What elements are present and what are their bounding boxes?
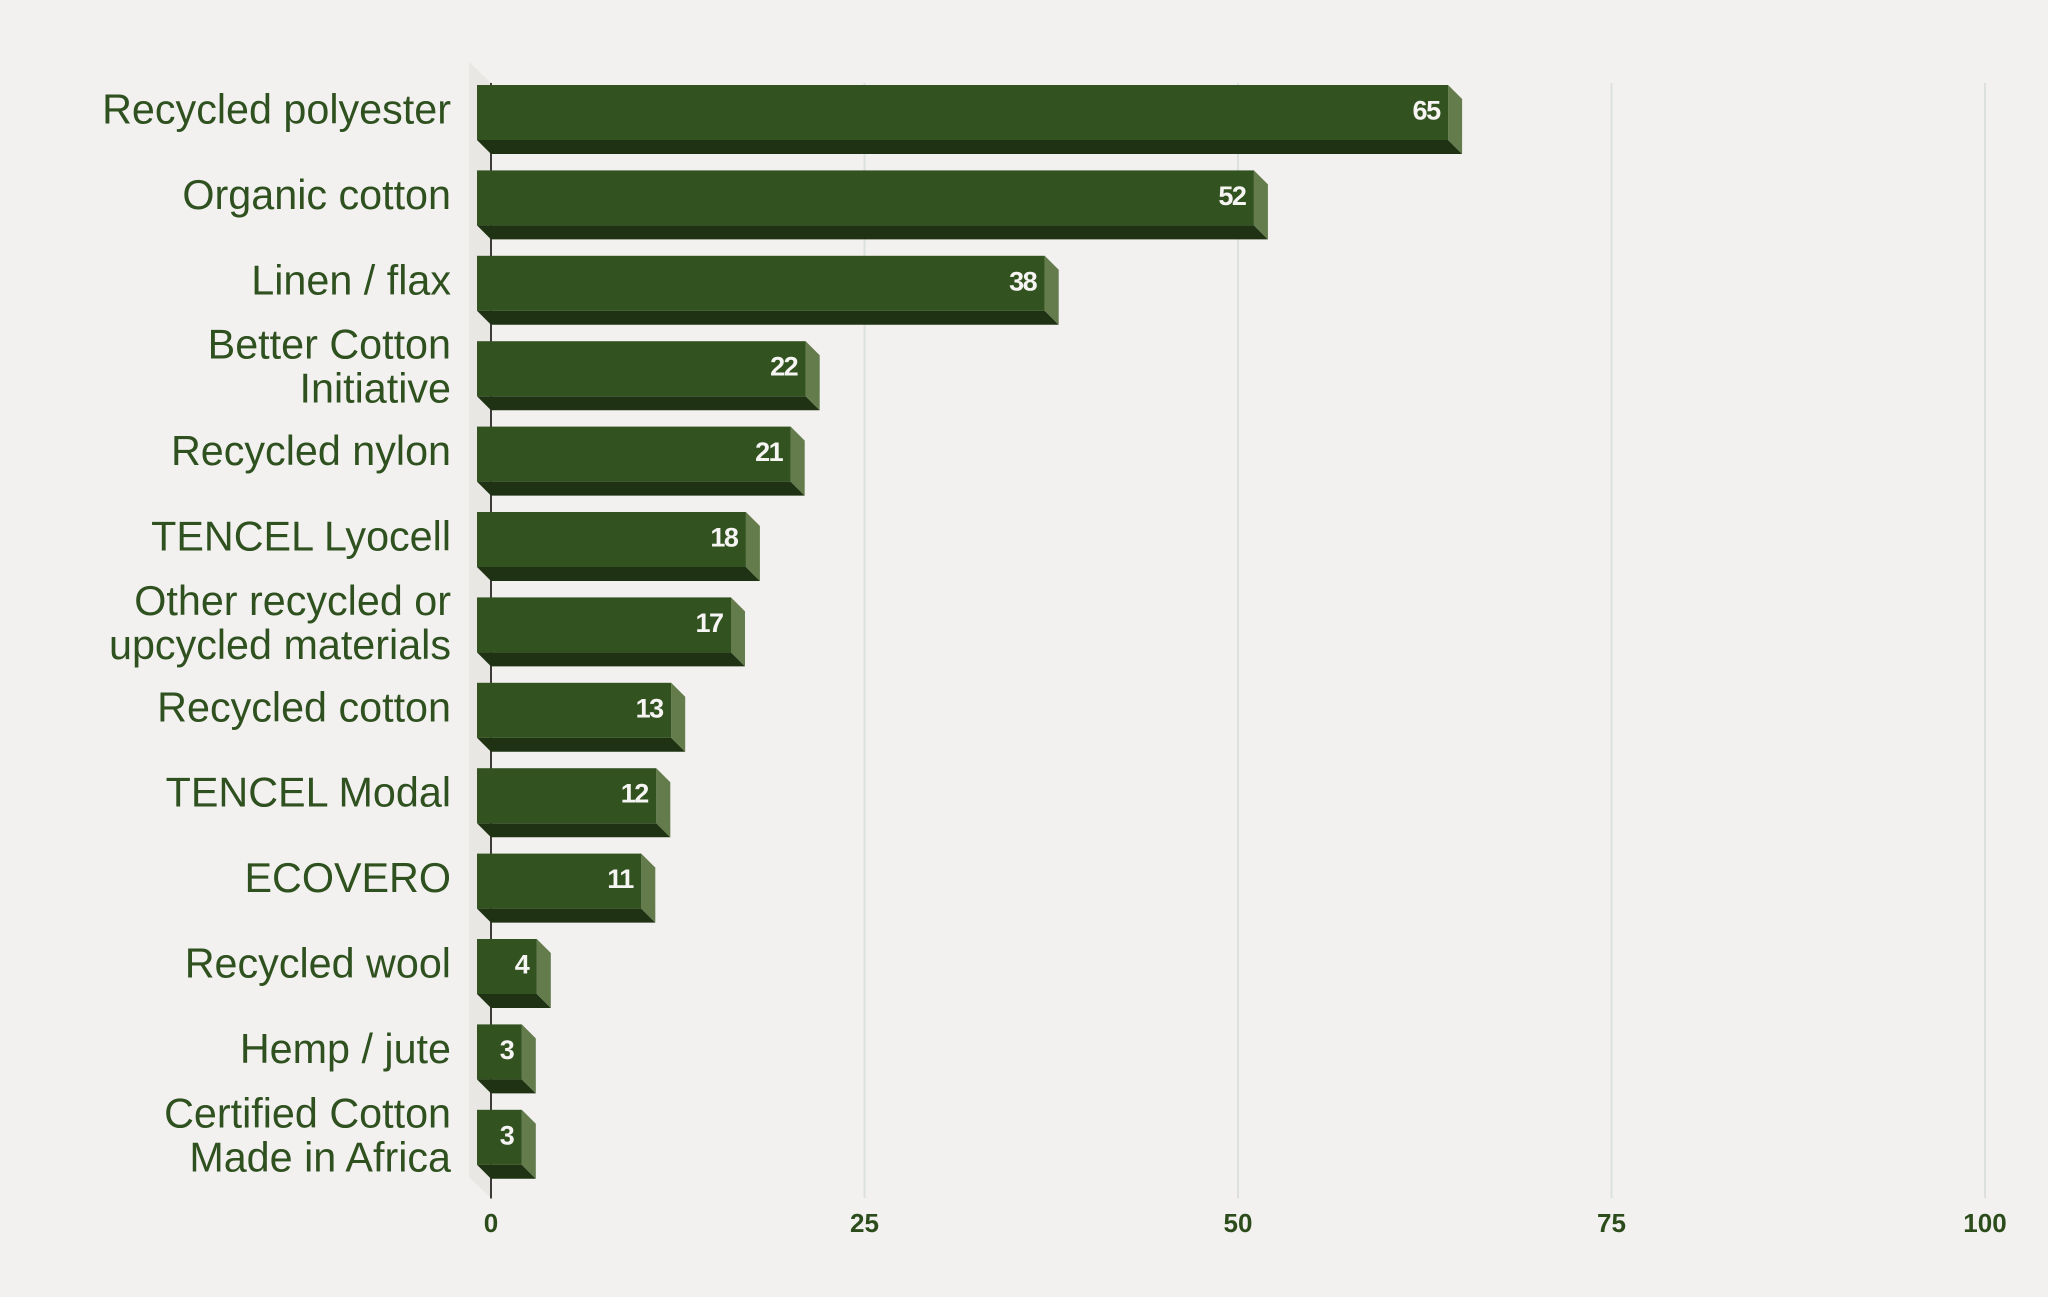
svg-text:Recycled wool: Recycled wool [185,941,451,987]
svg-text:Recycled nylon: Recycled nylon [171,428,451,474]
svg-text:12: 12 [621,779,649,809]
svg-text:Hemp / jute: Hemp / jute [240,1026,451,1072]
svg-text:3: 3 [500,1035,515,1065]
svg-text:Made in Africa: Made in Africa [189,1134,451,1180]
svg-text:18: 18 [710,523,739,553]
svg-text:Organic cotton: Organic cotton [182,172,451,218]
svg-text:3: 3 [500,1120,515,1150]
svg-text:11: 11 [607,864,634,894]
svg-text:Recycled cotton: Recycled cotton [157,684,451,730]
svg-text:75: 75 [1597,1208,1626,1238]
svg-text:22: 22 [770,352,798,382]
svg-text:21: 21 [755,437,784,467]
svg-text:upcycled materials: upcycled materials [109,622,451,668]
svg-text:0: 0 [484,1208,498,1238]
svg-text:52: 52 [1218,181,1246,211]
svg-text:Linen / flax: Linen / flax [251,257,451,303]
svg-text:38: 38 [1009,266,1038,296]
svg-text:ECOVERO: ECOVERO [244,855,451,901]
svg-text:65: 65 [1413,96,1442,126]
svg-text:TENCEL Modal: TENCEL Modal [166,770,451,816]
svg-text:50: 50 [1224,1208,1253,1238]
svg-text:25: 25 [850,1208,879,1238]
svg-text:Other recycled or: Other recycled or [134,578,451,624]
svg-text:13: 13 [636,693,665,723]
svg-text:4: 4 [515,950,530,980]
svg-text:TENCEL Lyocell: TENCEL Lyocell [151,514,451,560]
svg-text:Recycled polyester: Recycled polyester [102,87,451,133]
svg-text:100: 100 [1963,1208,2006,1238]
svg-text:17: 17 [695,608,723,638]
svg-text:Certified Cotton: Certified Cotton [164,1090,451,1136]
svg-text:Better Cotton: Better Cotton [208,322,451,368]
svg-text:Initiative: Initiative [300,366,452,412]
